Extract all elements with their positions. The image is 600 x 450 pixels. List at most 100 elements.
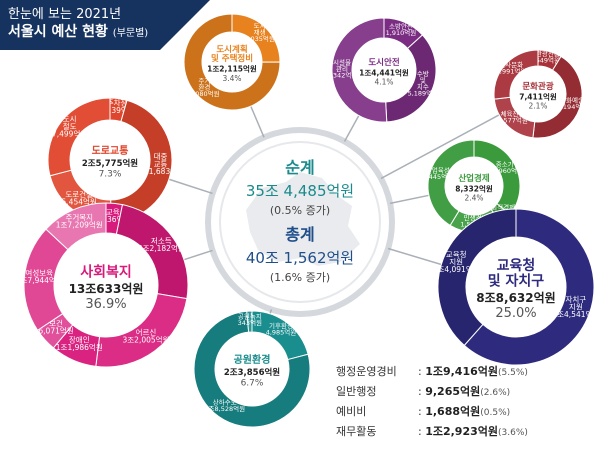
overhead-label: 일반행정 xyxy=(336,385,377,398)
donut-hub xyxy=(54,233,158,337)
page-title: 서울시 예산 현황 (부문별) xyxy=(8,23,148,43)
donut-hub xyxy=(445,157,503,215)
donut-percent: 3.4% xyxy=(222,74,241,83)
slice-label: 소방안전 xyxy=(389,21,413,30)
donut-hub xyxy=(70,120,150,200)
donut-hub xyxy=(215,332,289,406)
donut-value: 2조5,775억원 xyxy=(82,158,138,169)
donut-title: 공원환경 xyxy=(234,353,271,366)
slice-value: 2,960억원 xyxy=(492,166,523,175)
donut-hub xyxy=(466,237,566,337)
slice-value: 1조8,528억원 xyxy=(204,404,245,413)
net-change: (0.5% 증가) xyxy=(270,204,330,217)
overhead-colon: : xyxy=(418,385,426,398)
donut-title: 및 주택정비 xyxy=(211,53,253,64)
slice-value: 1,577억원 xyxy=(497,116,528,125)
outer-ring xyxy=(205,127,395,317)
net-value: 35조 4,485억원 xyxy=(246,182,354,200)
slice-value: 9,080억원 xyxy=(189,89,220,98)
slice-label: 관광진흥 xyxy=(536,49,560,58)
slice-value: 1조1,986억원 xyxy=(56,343,103,352)
slice-label: 주거복지 xyxy=(65,213,93,222)
donut-percent: 25.0% xyxy=(495,306,536,321)
slice-label: 지원 xyxy=(569,303,583,312)
donut-percent: 2.4% xyxy=(464,194,483,203)
slice-value: 2조7,944억원 xyxy=(16,276,63,285)
title-block: 한눈에 보는 2021년 서울시 예산 현황 (부문별) xyxy=(8,6,148,43)
donut-percent: 36.9% xyxy=(85,297,126,312)
overhead-colon: : xyxy=(418,425,426,438)
donut-hub xyxy=(352,38,416,102)
slice-value: 1,910억원 xyxy=(386,28,417,37)
donut-value: 8조8,632억원 xyxy=(476,291,555,305)
seoul-map-silhouette xyxy=(246,172,360,266)
overhead-label: 재무활동 xyxy=(336,425,377,438)
slice-label: 도로건설 xyxy=(65,189,93,199)
slice-value: 3,194억원 xyxy=(557,102,588,111)
donut-value: 1조4,441억원 xyxy=(359,67,409,77)
donut-title: 도시계획 xyxy=(216,44,247,55)
slice-value: 649억원 xyxy=(536,56,560,65)
slice-label: 철도 xyxy=(63,121,77,131)
slice-label: 지원 xyxy=(449,257,463,266)
slice-label: 및 xyxy=(420,77,426,85)
overhead-value: 1조2,923억원 xyxy=(425,425,499,438)
overhead-label: 행정운영경비 xyxy=(336,365,397,378)
slice-value: 5조4,541억원 xyxy=(552,310,599,319)
slice-label: 교육 xyxy=(106,208,120,217)
slice-label: 산업육성 xyxy=(426,166,450,175)
slice-label: 사회적경제 xyxy=(485,203,515,212)
total-label: 총계 xyxy=(285,225,314,244)
overhead-percent: (3.6%) xyxy=(498,428,528,438)
connector-line xyxy=(183,249,213,261)
slice-value: 1조7,209억원 xyxy=(56,220,103,229)
slice-label: 민생경제 xyxy=(464,213,488,222)
slice-label: 장애인 xyxy=(69,335,90,345)
slice-label: 상하수도 xyxy=(213,398,237,407)
overhead-row: 재무활동: 1조2,923억원(3.6%) xyxy=(336,423,528,442)
slice-label: 저소득 xyxy=(151,236,172,245)
inner-ring xyxy=(219,141,381,303)
slice-label: 교통 xyxy=(154,160,168,169)
slice-label: 도시 xyxy=(254,22,266,30)
connector-line xyxy=(380,114,500,180)
donut-value: 8,332억원 xyxy=(455,183,493,193)
slice-label: 문화예술 xyxy=(560,96,584,105)
donut-title: 사회복지 xyxy=(80,265,132,281)
donut-percent: 7.3% xyxy=(99,170,122,180)
connector-line xyxy=(389,194,430,205)
slice-value: 7,499억원 xyxy=(52,129,87,138)
slice-value: 343억원 xyxy=(238,318,262,327)
slice-value: 3,035억원 xyxy=(244,34,275,43)
slice-label: 어르신 xyxy=(136,327,157,337)
slice-label: 재생 xyxy=(254,27,266,36)
donut-percent: 6.7% xyxy=(241,379,264,389)
connector-line xyxy=(343,115,360,142)
donut-hub xyxy=(202,32,262,92)
total-value: 40조 1,562억원 xyxy=(246,249,354,267)
overhead-label: 예비비 xyxy=(336,405,367,418)
overhead-value: 9,265억원 xyxy=(425,385,481,398)
connector-line xyxy=(250,105,265,138)
connector-line xyxy=(269,309,273,315)
slice-label: 보건 xyxy=(49,318,63,328)
slice-label: 주차장 xyxy=(107,98,128,108)
slice-label: 여성보육 xyxy=(25,268,53,278)
slice-label: 중소기업 xyxy=(496,159,520,168)
overhead-percent: (0.5%) xyxy=(480,408,511,418)
slice-label: 교육청 xyxy=(446,250,467,259)
slice-label: 관리 xyxy=(336,64,348,73)
net-label: 순계 xyxy=(285,158,314,177)
slice-value: 4,985억원 xyxy=(266,328,297,337)
slice-value: 3조2,005억원 xyxy=(123,336,170,345)
overhead-row: 행정운영경비: 1조9,416억원(5.5%) xyxy=(336,363,528,382)
donut-value: 13조633억원 xyxy=(69,282,144,296)
slice-value: 5,189억원 xyxy=(408,89,439,98)
slice-label: 치수 xyxy=(417,82,429,91)
slice-value: 3조2,182억원 xyxy=(138,244,185,253)
donut-title: 문화관광 xyxy=(522,81,553,92)
slice-value: 5,454억원 xyxy=(62,197,97,206)
slice-value: 3조4,091억원 xyxy=(433,265,480,274)
overhead-value: 1,688억원 xyxy=(425,405,481,418)
